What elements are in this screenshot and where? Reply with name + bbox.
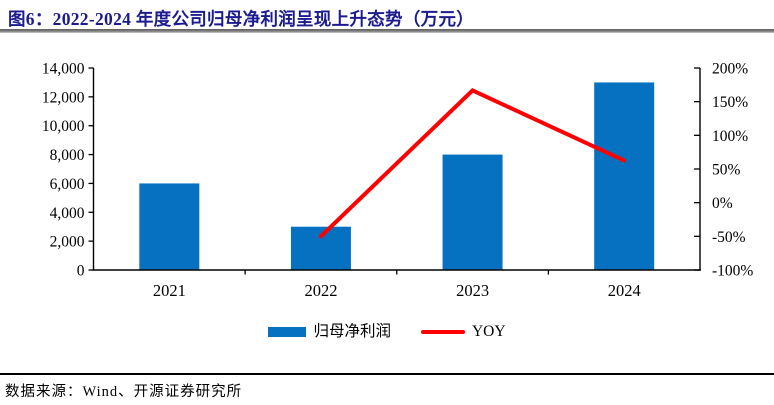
y-right-tick-label: -100%	[712, 263, 753, 280]
bar-2023	[442, 154, 503, 270]
legend-label-net-profit: 归母净利润	[313, 323, 391, 341]
y-right-tick-label: 50%	[712, 162, 741, 179]
figure-title: 图6：2022-2024 年度公司归母净利润呈现上升态势（万元）	[8, 9, 475, 29]
x-category-label: 2023	[456, 281, 489, 300]
x-category-label: 2022	[304, 281, 337, 300]
y-left-tick-label: 12,000	[42, 89, 85, 106]
bar-2021	[139, 183, 200, 270]
yoy-line	[318, 88, 627, 239]
x-category-label: 2024	[608, 281, 641, 300]
chart-legend: 归母净利润 YOY	[0, 321, 774, 343]
y-right-tick-label: -50%	[712, 229, 746, 246]
y-left-tick-label: 14,000	[42, 61, 85, 78]
y-left-tick-label: 0	[77, 263, 85, 280]
bar-2024	[594, 82, 655, 270]
y-right-tick-label: 150%	[712, 94, 748, 111]
bar-swatch	[268, 327, 307, 337]
line-swatch	[420, 330, 465, 334]
y-left-tick-label: 4,000	[50, 205, 85, 222]
y-left-tick-label: 2,000	[50, 234, 85, 251]
y-left-tick-label: 6,000	[50, 176, 85, 193]
title-underline	[0, 29, 774, 33]
y-right-tick-label: 100%	[712, 128, 748, 145]
y-left-tick-label: 8,000	[50, 147, 85, 164]
legend-label-yoy: YOY	[471, 323, 506, 341]
source-note: 数据来源：Wind、开源证券研究所	[5, 384, 243, 400]
y-left-tick-label: 10,000	[42, 118, 85, 135]
legend-item-net-profit: 归母净利润	[268, 324, 391, 340]
legend-item-yoy: YOY	[420, 323, 506, 341]
bar-2022	[290, 226, 351, 270]
x-category-label: 2021	[153, 281, 186, 300]
y-right-tick-label: 200%	[712, 61, 748, 78]
y-right-tick-label: 0%	[712, 195, 733, 212]
bottom-rule	[0, 373, 774, 375]
